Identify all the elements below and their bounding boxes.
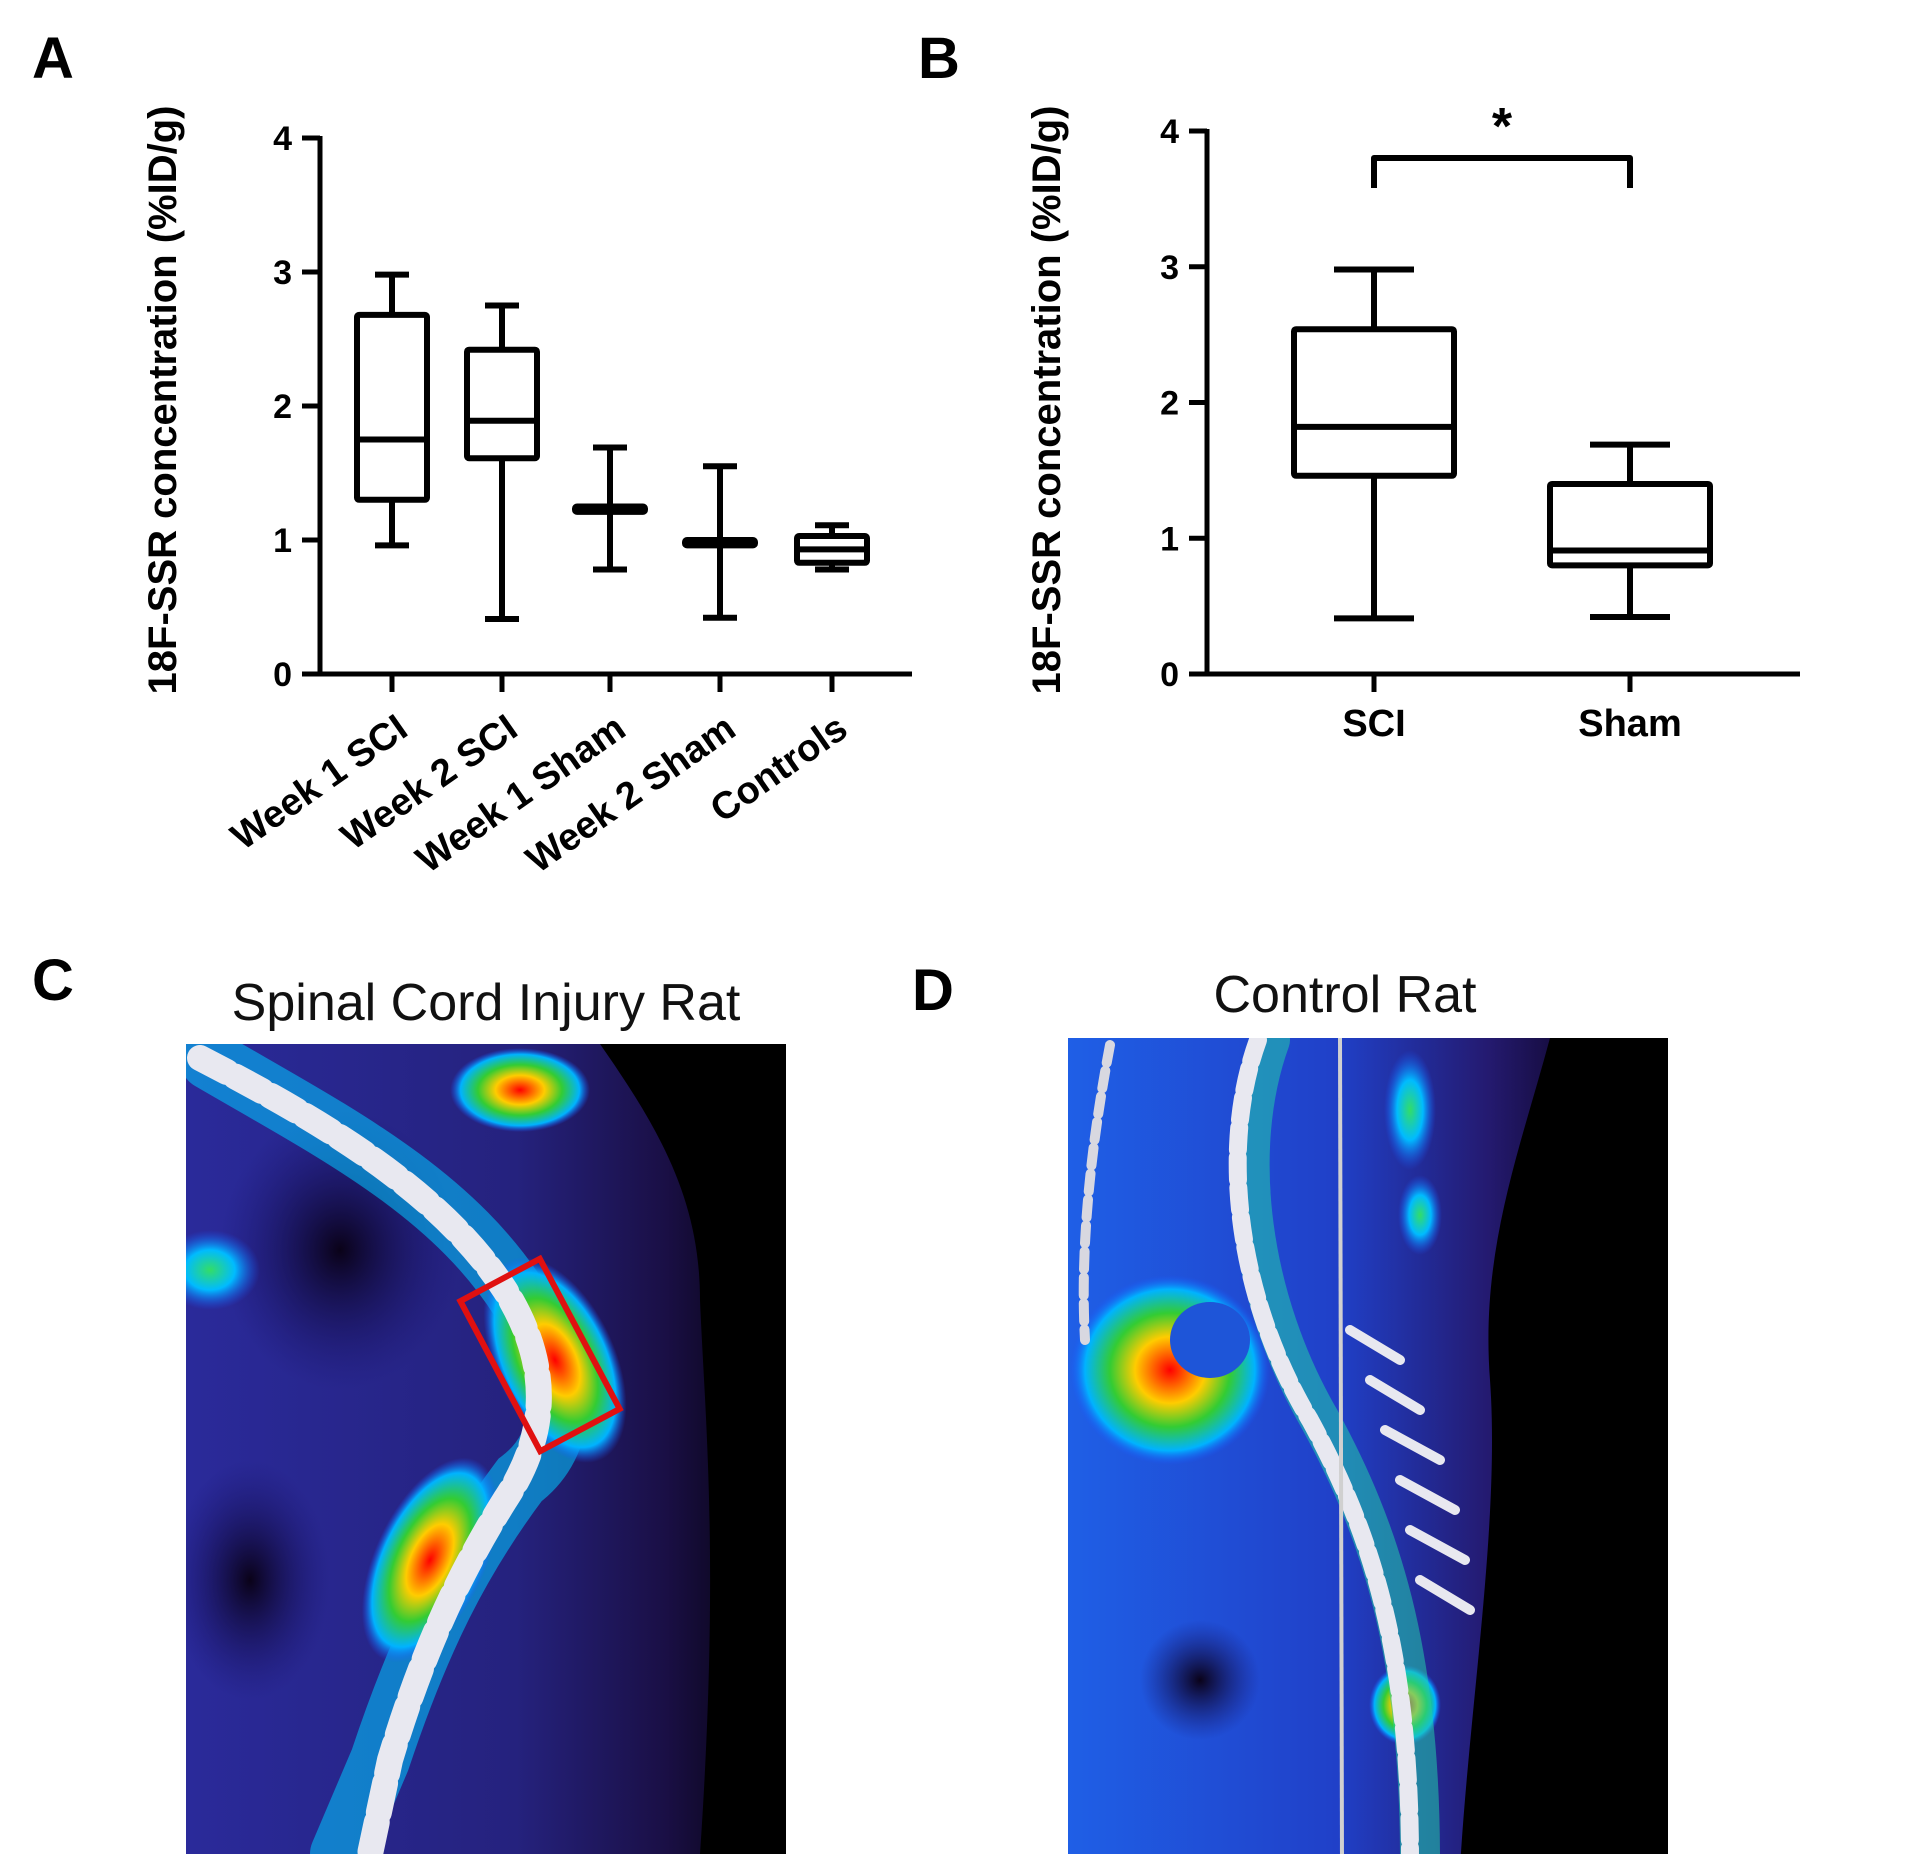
image-d-dark-region [1140,1620,1260,1740]
panel-label-a: A [32,26,74,91]
chart-b-y-tick-label: 1 [1160,520,1179,558]
image-d-spine-processes [1345,1325,1475,1615]
image-c-spine-bones [187,1045,552,1854]
panel-label-b: B [918,26,960,91]
image-c-roi-box [456,1254,624,1456]
chart-b-category-label: Sham [1578,703,1681,745]
image-d-bed-line [1338,1038,1344,1859]
chart-a-y-axis-label: 18F-SSR concentration (%ID/g) [141,106,185,695]
chart-b-y-tick-label: 3 [1160,249,1179,287]
chart-b: 18F-SSR concentration (%ID/g) 0 1 2 3 4 SCI Sh… [1025,98,1800,745]
image-c-uptake-spot [361,1457,499,1663]
image-d-body-edge [1460,1038,1668,1859]
chart-a: 18F-SSR concentration (%ID/g) 01234Week … [141,106,912,882]
chart-b-box [1547,480,1713,569]
chart-b-significance-star: * [1492,98,1513,156]
image-c-body-edge [600,1044,786,1854]
image-c-pet-scan [186,1044,786,1854]
image-d-organ-uptake [1070,1275,1270,1465]
image-c-dark-region [186,1460,330,1700]
image-d-title: Control Rat [1214,966,1478,1024]
chart-a-y-tick-label: 2 [273,388,292,426]
chart-b-y-tick-label: 2 [1160,385,1179,423]
chart-a-box [464,346,540,462]
image-d-uptake-spot [1398,1175,1442,1255]
image-d-organ-cavity [1170,1302,1250,1378]
image-c-title: Spinal Cord Injury Rat [232,974,741,1032]
chart-a-y-tick-label: 0 [273,656,292,694]
chart-a-y-tick-label: 4 [273,120,292,158]
chart-b-box [1291,326,1457,479]
chart-b-significance-bracket [1371,155,1633,188]
image-d-rib-outline [1078,1040,1115,1345]
chart-b-y-tick-label: 0 [1160,656,1179,694]
image-d-uptake-spot [1384,1050,1436,1170]
panel-label-d: D [912,958,954,1023]
chart-a-y-tick-label: 3 [273,254,292,292]
image-c-uptake-spot [186,1230,260,1310]
chart-b-y-tick-label: 4 [1160,113,1179,151]
chart-b-category-label: SCI [1342,703,1405,745]
chart-a-y-tick-label: 1 [273,522,292,560]
image-d-spine-bones [1228,1038,1419,1859]
chart-a-box [354,311,430,503]
panel-label-c: C [32,948,74,1013]
image-d-pet-scan [1068,1038,1668,1859]
chart-b-y-axis-label: 18F-SSR concentration (%ID/g) [1025,106,1069,695]
image-c-uptake-spot [450,1048,590,1132]
